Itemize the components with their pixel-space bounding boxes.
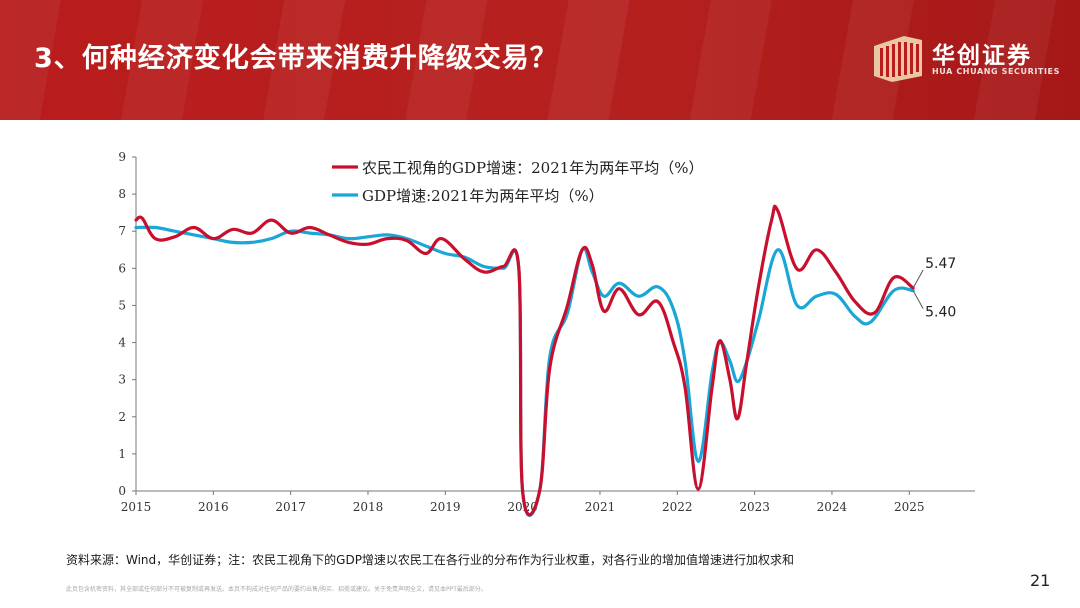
y-tick-label: 5 — [118, 298, 126, 312]
y-tick-label: 2 — [118, 410, 126, 424]
y-tick-label: 9 — [118, 150, 126, 164]
gdp-growth-line-chart: 0 1 2 3 4 5 6 7 8 9 2015 2016 2017 2018 2019 2020 2021 20… — [118, 150, 975, 517]
brand-name: 华创证券 — [932, 43, 1032, 69]
slide-title: 3、何种经济变化会带来消费升降级交易？ — [34, 43, 558, 74]
y-tick-label: 4 — [118, 336, 126, 350]
x-tick-label: 2019 — [430, 500, 461, 514]
building-logo-icon — [874, 36, 922, 82]
legend-label: 农民工视角的GDP增速：2021年为两年平均（%） — [362, 159, 704, 177]
chart-legend: 农民工视角的GDP增速：2021年为两年平均（%） GDP增速:2021年为两年平… — [332, 159, 704, 205]
brand-logo: 华创证券 HUA CHUANG SECURITIES — [872, 32, 1062, 90]
y-tick-label: 8 — [118, 187, 126, 201]
annotation-leader — [912, 269, 924, 289]
x-tick-label: 2024 — [817, 500, 848, 514]
x-tick-label: 2018 — [353, 500, 384, 514]
x-tick-label: 2025 — [894, 500, 925, 514]
page-number: 21 — [1030, 571, 1051, 590]
series-line-gdp — [134, 225, 915, 517]
brand-subtitle: HUA CHUANG SECURITIES — [932, 67, 1060, 76]
header-banner: 3、何种经济变化会带来消费升降级交易？ 华创证券 HUA CHUANG SECU… — [0, 0, 1080, 120]
x-tick-label: 2022 — [662, 500, 693, 514]
x-tick-label: 2017 — [275, 500, 306, 514]
series-line-migrant-worker-gdp — [134, 204, 915, 517]
y-tick-label: 1 — [118, 447, 126, 461]
x-tick-label: 2021 — [585, 500, 616, 514]
end-value-label: 5.47 — [925, 256, 956, 272]
x-tick-label: 2015 — [121, 500, 152, 514]
chart-series-lines — [134, 204, 915, 517]
y-tick-label: 7 — [118, 224, 126, 238]
annotation-leader — [912, 290, 924, 309]
y-tick-label: 6 — [118, 261, 126, 275]
x-tick-label: 2023 — [739, 500, 770, 514]
chart-axes: 0 1 2 3 4 5 6 7 8 9 2015 2016 2017 2018 2019 2020 2021 20… — [118, 150, 975, 514]
x-tick-label: 2020 — [507, 500, 538, 514]
chart-annotations: 5.47 5.40 — [912, 256, 956, 321]
disclaimer-text: 此页包含机密资料，其全部或任何部分不可被复制或再发送。本页不构成对任何产品的要约… — [66, 586, 487, 593]
end-value-label: 5.40 — [925, 305, 956, 321]
source-note: 资料来源：Wind，华创证券；注：农民工视角下的GDP增速以农民工在各行业的分布… — [66, 553, 794, 567]
y-tick-label: 0 — [118, 484, 126, 498]
x-tick-label: 2016 — [198, 500, 229, 514]
legend-label: GDP增速:2021年为两年平均（%） — [362, 187, 604, 205]
y-tick-label: 3 — [118, 373, 126, 387]
